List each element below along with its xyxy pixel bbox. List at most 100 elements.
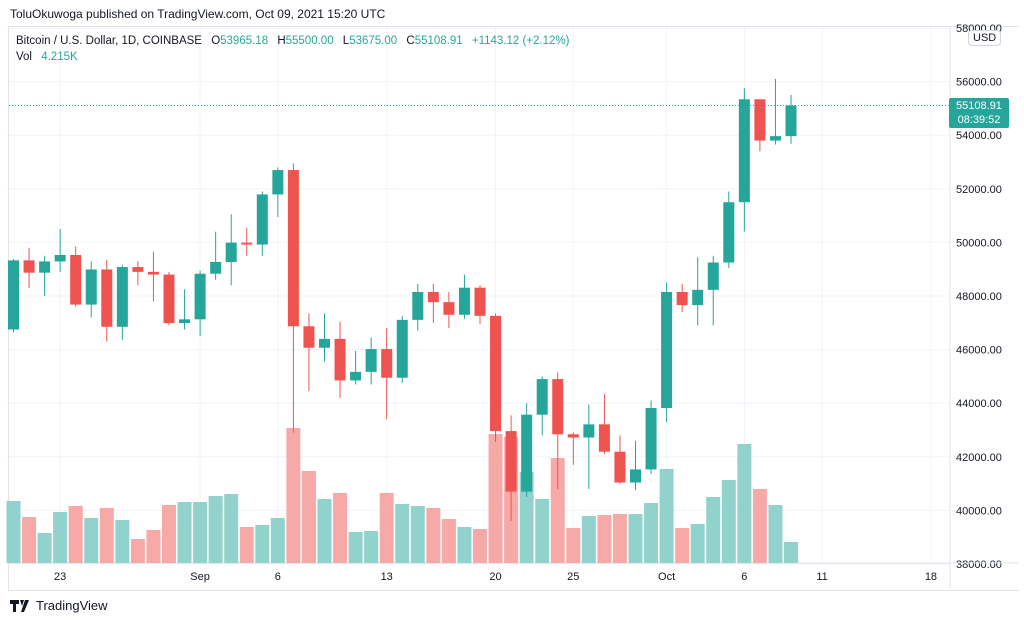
candle-body xyxy=(396,319,408,378)
volume-bar xyxy=(519,472,534,563)
time-tick-label: 20 xyxy=(489,571,501,583)
volume-bar xyxy=(550,458,565,563)
time-tick-label: 11 xyxy=(816,571,827,583)
ohlc-open: O53965.18 xyxy=(211,35,269,47)
candle-body xyxy=(505,431,517,492)
volume-bar xyxy=(566,528,581,563)
candle-body xyxy=(707,262,719,290)
tradingview-logo[interactable]: TradingView xyxy=(10,598,108,613)
price-tick-label: 52000.00 xyxy=(956,184,1002,196)
candle-body xyxy=(552,379,564,435)
candle-body xyxy=(179,319,191,324)
candle-body xyxy=(583,424,595,438)
candle-body xyxy=(521,414,533,492)
ohlc-low: L53675.00 xyxy=(342,35,398,47)
volume-bar xyxy=(146,530,161,563)
volume-bar xyxy=(68,506,83,563)
volume-bar xyxy=(628,514,643,563)
volume-bar xyxy=(457,527,472,563)
candle-body xyxy=(443,302,455,315)
volume-bar xyxy=(535,499,550,563)
bar-countdown: 08:39:52 xyxy=(957,114,1001,126)
candle-body xyxy=(350,371,362,381)
price-tick-label: 40000.00 xyxy=(956,505,1002,517)
candle-body xyxy=(738,99,750,203)
candle-body xyxy=(272,170,284,195)
volume-bar xyxy=(224,494,239,563)
last-price-value: 55108.91 xyxy=(956,100,1002,112)
volume-label: Vol xyxy=(16,51,32,63)
ohlc-high: H55500.00 xyxy=(277,35,334,47)
candle-body xyxy=(645,408,657,470)
candle-body xyxy=(754,99,766,141)
candlestick-chart[interactable]: 58000.0056000.0054000.0052000.0050000.00… xyxy=(0,0,1024,600)
volume-value: 4.215K xyxy=(41,51,78,63)
candle-body xyxy=(427,291,439,303)
candle-body xyxy=(723,202,735,263)
price-tick-label: 46000.00 xyxy=(956,345,1002,357)
volume-bar xyxy=(690,524,705,563)
volume-bar xyxy=(721,480,736,563)
volume-bar xyxy=(37,533,52,563)
candle-body xyxy=(676,291,688,306)
volume-bar xyxy=(581,516,596,563)
candle-body xyxy=(287,170,299,327)
volume-bar xyxy=(177,502,192,563)
time-tick-label: 25 xyxy=(567,571,579,583)
tradingview-logo-icon xyxy=(10,599,29,612)
candle-body xyxy=(769,136,781,141)
candle-body xyxy=(458,287,470,315)
volume-bar xyxy=(597,515,612,563)
volume-bar xyxy=(752,489,767,563)
candle-body xyxy=(412,291,424,320)
volume-bar xyxy=(426,508,441,563)
candle-body xyxy=(303,326,315,348)
candle-body xyxy=(116,267,128,327)
candle-body xyxy=(614,451,626,483)
candle-body xyxy=(163,274,175,324)
candle-body xyxy=(381,349,393,378)
candle-body xyxy=(101,269,113,327)
volume-bar xyxy=(53,512,68,563)
volume-bar xyxy=(659,469,674,563)
candle-body xyxy=(194,273,206,320)
candle-body xyxy=(241,242,253,245)
candle-body xyxy=(147,271,159,275)
time-tick-label: 6 xyxy=(275,571,281,583)
volume-bar xyxy=(488,434,503,563)
price-tick-label: 38000.00 xyxy=(956,559,1002,571)
volume-bar xyxy=(644,503,659,563)
volume-bar xyxy=(301,471,316,563)
volume-bar xyxy=(208,496,223,563)
volume-bar xyxy=(270,518,285,563)
price-change: +1143.12 (+2.12%) xyxy=(471,35,570,47)
volume-bar xyxy=(784,541,798,563)
volume-bar xyxy=(333,493,348,563)
time-tick-label: 6 xyxy=(741,571,747,583)
candle-body xyxy=(85,269,97,305)
volume-bar xyxy=(473,529,487,563)
symbol-legend: Bitcoin / U.S. Dollar, 1D, COINBASE O539… xyxy=(16,33,575,65)
candle-body xyxy=(225,242,237,262)
volume-bar xyxy=(99,508,114,563)
volume-bar xyxy=(193,502,208,563)
volume-bar xyxy=(737,444,752,563)
candle-body xyxy=(692,289,704,306)
candle-body xyxy=(23,260,35,273)
candle-body xyxy=(70,254,82,305)
volume-bar xyxy=(255,525,270,563)
candle-body xyxy=(490,315,502,432)
candle-body xyxy=(661,291,673,409)
candle-body xyxy=(8,260,19,330)
currency-button[interactable]: USD xyxy=(968,30,1002,46)
last-price-tag: 55108.91 08:39:52 xyxy=(949,98,1009,128)
ohlc-close: C55108.91 xyxy=(406,35,463,47)
volume-bar xyxy=(675,528,690,563)
time-tick-label: 18 xyxy=(925,571,937,583)
time-tick-label: 13 xyxy=(381,571,393,583)
candle-body xyxy=(210,261,222,274)
price-tick-label: 56000.00 xyxy=(956,77,1002,89)
footer-logo-text: TradingView xyxy=(36,598,108,613)
volume-bar xyxy=(115,520,130,563)
time-tick-label: Sep xyxy=(190,571,210,583)
